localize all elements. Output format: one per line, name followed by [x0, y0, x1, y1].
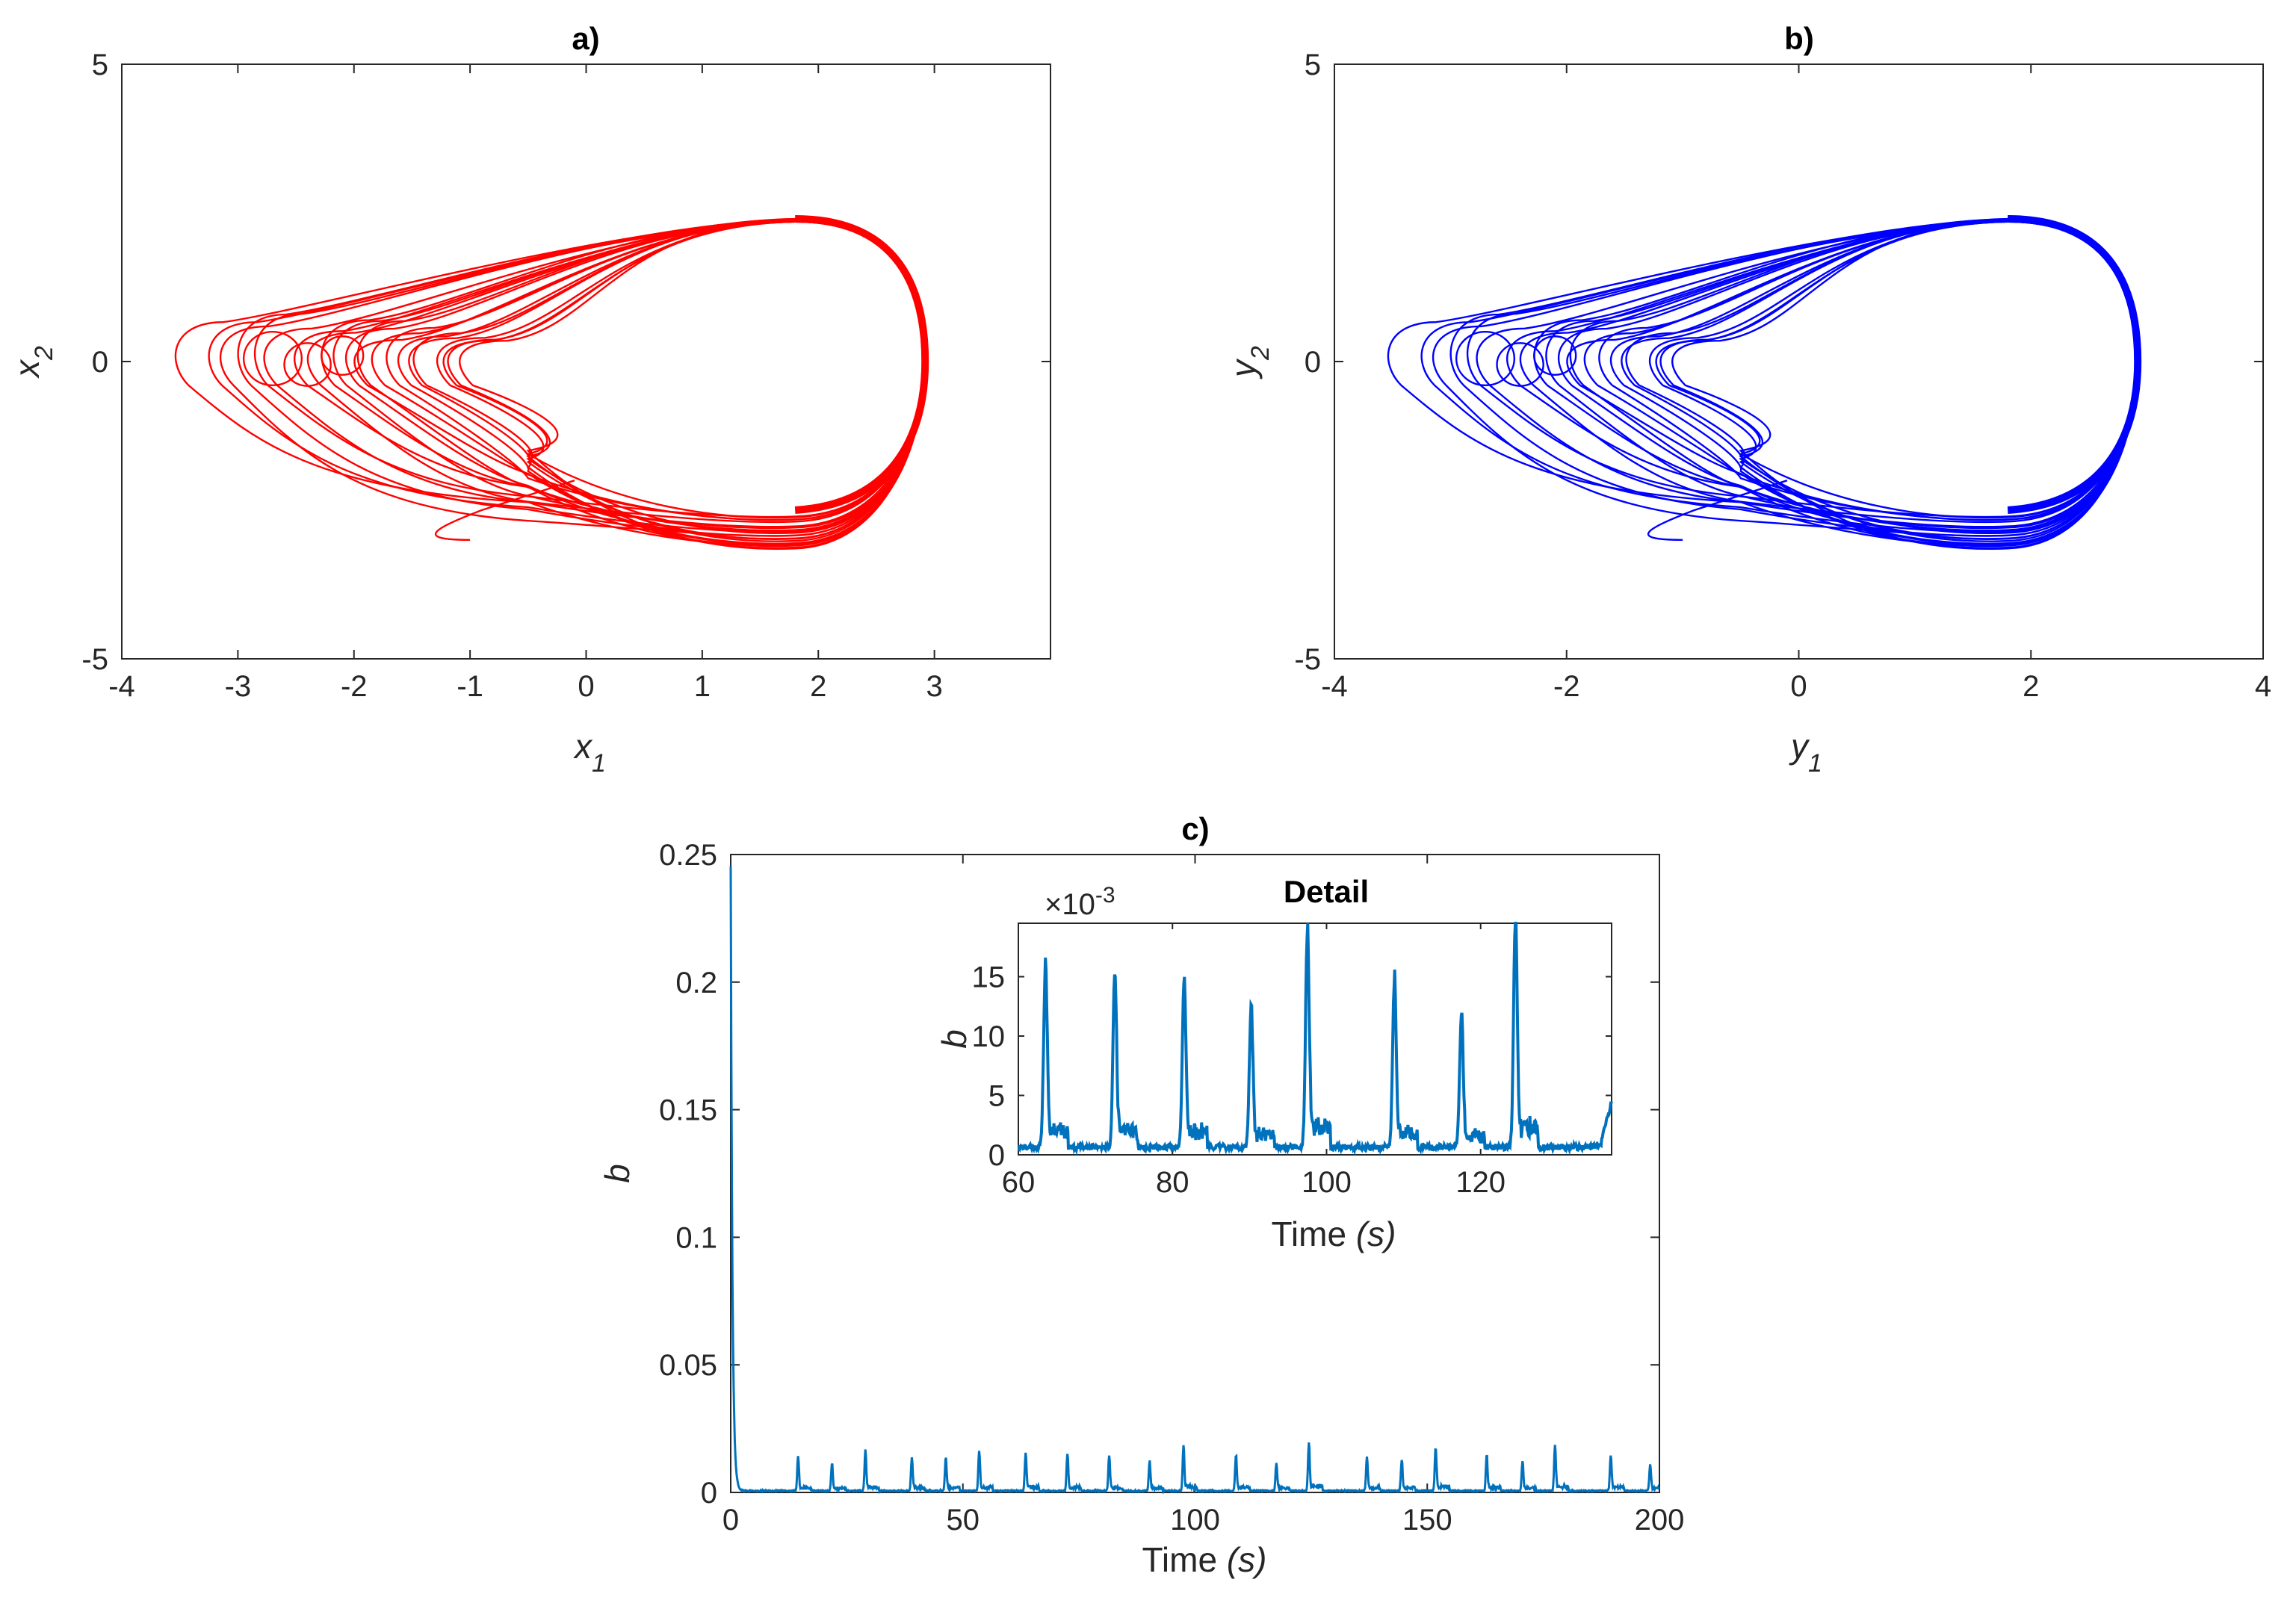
attractor-trace: [1387, 214, 2142, 551]
panel-title: a): [572, 21, 599, 56]
x-tick-label: 60: [1002, 1166, 1036, 1199]
y-tick-label: 0.15: [659, 1094, 717, 1127]
attractor-trace: [174, 214, 929, 551]
x-tick-label: -3: [225, 670, 252, 703]
x-tick-label: 0: [1790, 670, 1807, 703]
x-tick-label: 3: [926, 670, 943, 703]
y-tick-label: 0: [988, 1139, 1005, 1172]
panel-title: c): [1181, 811, 1209, 846]
x-tick-label: 80: [1156, 1166, 1189, 1199]
trajectory-spiral: [1496, 342, 1544, 387]
y-ticks: 0 5 10 15: [972, 961, 1612, 1172]
axes-frame: [121, 63, 1051, 660]
x-tick-label: 2: [2023, 670, 2039, 703]
x-tick-label: 1: [694, 670, 711, 703]
y-tick-label: 0.25: [659, 839, 717, 872]
detail-trace: [1017, 922, 1613, 1156]
y-axis-label: x2: [7, 346, 58, 379]
inset-title: Detail: [1284, 874, 1369, 909]
x-ticks: -4 -2 0 2 4: [1321, 64, 2271, 703]
y-tick-label: 0: [701, 1477, 717, 1510]
x-tick-label: 4: [2255, 670, 2271, 703]
panel-title: b): [1784, 21, 1814, 56]
x-axis-label: y1: [1789, 727, 1822, 778]
x-axis-label: x1: [573, 727, 606, 778]
transient-segment: [1647, 480, 1788, 541]
x-tick-label: 0: [722, 1504, 739, 1537]
x-tick-label: -2: [1553, 670, 1580, 703]
trajectory-spiral: [1455, 330, 1516, 387]
x-tick-label: 50: [947, 1504, 980, 1537]
y-ticks: -5 0 5: [1294, 49, 2263, 676]
x-tick-label: 120: [1455, 1166, 1506, 1199]
x-ticks: -4 -3 -2 -1 0 1 2 3: [108, 64, 943, 703]
y-tick-label: 5: [92, 49, 108, 81]
x-ticks: 60 80 100 120: [1002, 923, 1506, 1199]
x-tick-label: 100: [1302, 1166, 1352, 1199]
y-axis-label: y2: [1224, 346, 1275, 379]
x-tick-label: 200: [1635, 1504, 1685, 1537]
trajectory-band: [794, 214, 929, 514]
y-tick-label: 0.1: [675, 1221, 717, 1254]
x-ticks: 0 50 100 150 200: [722, 855, 1685, 1537]
y-tick-label: 0: [92, 346, 108, 379]
x-tick-label: -4: [108, 670, 135, 703]
x-tick-label: -2: [341, 670, 368, 703]
y-tick-label: -5: [81, 643, 108, 676]
axes-frame: [1334, 63, 2264, 660]
x-axis-label: Time (s): [1272, 1215, 1396, 1253]
x-axis-label: Time (s): [1142, 1540, 1267, 1579]
y-tick-label: 0: [1305, 346, 1321, 379]
y-tick-label: 5: [988, 1080, 1005, 1113]
trajectory-band: [2007, 214, 2142, 514]
x-tick-label: -4: [1321, 670, 1348, 703]
y-tick-label: 5: [1305, 49, 1321, 81]
trajectory-spiral: [1533, 335, 1577, 376]
x-tick-label: -1: [457, 670, 483, 703]
series-line: [729, 866, 1660, 1495]
y-tick-label: -5: [1294, 643, 1321, 676]
panel-b: -4 -2 0 2 4 -5 0 5 b) y1 y2: [1224, 21, 2271, 778]
trajectory-spiral: [321, 335, 365, 376]
trajectory-spiral: [242, 330, 303, 387]
x-tick-label: 150: [1402, 1504, 1452, 1537]
transient-segment: [434, 480, 575, 541]
y-tick-label: 10: [972, 1020, 1006, 1053]
y-ticks: 0 0.05 0.1 0.15 0.2 0.25: [659, 839, 1659, 1510]
y-axis-label: b: [935, 1029, 974, 1049]
series-line: [1017, 922, 1613, 1156]
x-tick-label: 0: [578, 670, 594, 703]
x-tick-label: 2: [810, 670, 826, 703]
y-tick-label: 15: [972, 961, 1006, 994]
y-tick-label: 0.2: [675, 967, 717, 999]
trajectory-spiral: [283, 342, 332, 387]
x-tick-label: 100: [1170, 1504, 1220, 1537]
exponent-label: ×10-3: [1045, 883, 1115, 921]
y-axis-label: b: [598, 1164, 637, 1183]
y-tick-label: 0.05: [659, 1349, 717, 1382]
y-ticks: -5 0 5: [81, 49, 1050, 676]
panel-a: -4 -3 -2 -1 0 1 2 3 -5 0 5 a) x1 x2: [7, 21, 1051, 778]
time-series-trace: [729, 866, 1660, 1495]
